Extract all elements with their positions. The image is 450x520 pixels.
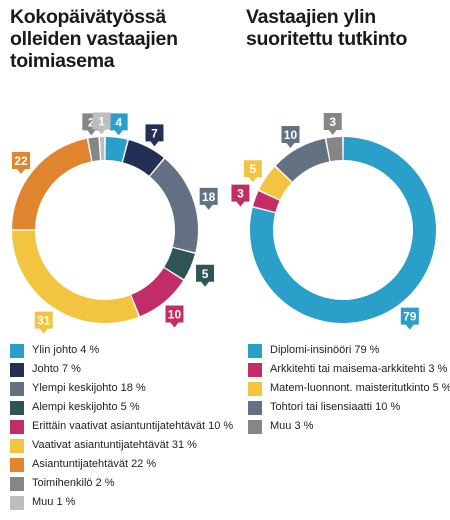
left-slice-8	[99, 137, 105, 161]
right-data-label-0: 79	[400, 307, 419, 330]
legend-swatch	[10, 362, 24, 377]
left-data-label-1: 7	[145, 124, 164, 147]
svg-text:7: 7	[151, 126, 158, 140]
legend-swatch	[248, 343, 262, 358]
left-legend-item-5: Vaativat asiantuntijatehtävät 31 %	[10, 436, 233, 455]
left-legend-item-4: Erittäin vaativat asiantuntijatehtävät 1…	[10, 417, 233, 436]
right-legend-item-0: Diplomi-insinööri 79 %	[248, 341, 450, 360]
legend-swatch	[10, 438, 24, 453]
legend-swatch	[248, 400, 262, 415]
svg-text:10: 10	[168, 307, 182, 321]
right-legend-item-2: Matem-luonnont. maisteritutkinto 5 %	[248, 379, 450, 398]
legend-label: Diplomi-insinööri 79 %	[270, 344, 380, 356]
legend-label: Ylempi keskijohto 18 %	[32, 382, 146, 394]
left-data-label-2: 18	[199, 187, 218, 210]
svg-text:3: 3	[329, 115, 336, 129]
left-legend-item-8: Muu 1 %	[10, 493, 233, 512]
legend-swatch	[10, 457, 24, 472]
legend-swatch	[10, 343, 24, 358]
left-data-label-4: 10	[165, 305, 184, 328]
right-slice-2	[259, 166, 292, 200]
legend-label: Tohtori tai lisensiaatti 10 %	[270, 401, 401, 413]
legend-right: Diplomi-insinööri 79 % Arkkitehti tai mai…	[248, 341, 450, 436]
left-data-label-5: 31	[34, 311, 53, 334]
legend-swatch	[248, 362, 262, 377]
left-slice-4	[131, 268, 184, 317]
left-slice-7	[88, 137, 100, 162]
right-data-label-4: 3	[323, 112, 342, 135]
legend-swatch	[10, 381, 24, 396]
left-data-label-3: 5	[196, 264, 215, 287]
left-slice-1	[122, 140, 164, 176]
left-slice-0	[105, 137, 128, 163]
svg-text:5: 5	[202, 267, 209, 281]
legend-label: Alempi keskijohto 5 %	[32, 401, 140, 413]
right-slice-3	[275, 138, 330, 182]
legend-left: Ylin johto 4 % Johto 7 % Ylempi keskijohto…	[10, 341, 233, 512]
legend-label: Muu 1 %	[32, 496, 76, 508]
right-legend-item-1: Arkkitehti tai maisema-arkkitehti 3 %	[248, 360, 450, 379]
right-slice-4	[326, 137, 343, 162]
left-legend-item-7: Toimihenkilö 2 %	[10, 474, 233, 493]
svg-text:10: 10	[284, 128, 298, 142]
legend-label: Vaativat asiantuntijatehtävät 31 %	[32, 439, 197, 451]
left-legend-item-0: Ylin johto 4 %	[10, 341, 233, 360]
legend-label: Matem-luonnont. maisteritutkinto 5 %	[270, 382, 450, 394]
left-slice-5	[12, 230, 139, 323]
left-legend-item-6: Asiantuntijatehtävät 22 %	[10, 455, 233, 474]
legend-swatch	[10, 400, 24, 415]
svg-text:31: 31	[37, 314, 51, 328]
legend-label: Ylin johto 4 %	[32, 344, 100, 356]
left-legend-item-1: Johto 7 %	[10, 360, 233, 379]
right-data-label-1: 3	[231, 184, 250, 207]
chart-title-left: Kokopäivätyössä olleiden vastaajien toim…	[10, 6, 178, 72]
svg-text:18: 18	[202, 190, 216, 204]
legend-label: Muu 3 %	[270, 420, 314, 432]
left-slice-3	[164, 247, 195, 280]
svg-text:2: 2	[88, 115, 95, 129]
svg-text:79: 79	[403, 310, 417, 324]
legend-label: Asiantuntijatehtävät 22 %	[32, 458, 157, 470]
left-legend-item-3: Alempi keskijohto 5 %	[10, 398, 233, 417]
right-slice-1	[253, 191, 280, 213]
legend-label: Erittäin vaativat asiantuntijatehtävät 1…	[32, 420, 234, 432]
right-legend-item-4: Muu 3 %	[248, 417, 450, 436]
right-data-label-2: 5	[243, 160, 262, 183]
svg-text:1: 1	[98, 115, 105, 129]
left-data-label-8: 1	[92, 112, 111, 135]
left-data-label-6: 22	[12, 152, 31, 175]
svg-text:5: 5	[250, 162, 257, 176]
legend-swatch	[248, 419, 262, 434]
chart-title-right: Vastaajien ylin suoritettu tutkinto	[246, 6, 408, 50]
right-data-label-3: 10	[281, 125, 300, 148]
left-data-label-0: 4	[109, 113, 128, 136]
left-legend-item-2: Ylempi keskijohto 18 %	[10, 379, 233, 398]
legend-swatch	[10, 495, 24, 510]
right-legend-item-3: Tohtori tai lisensiaatti 10 %	[248, 398, 450, 417]
svg-text:3: 3	[237, 187, 244, 201]
legend-label: Arkkitehti tai maisema-arkkitehti 3 %	[270, 363, 448, 375]
svg-text:22: 22	[14, 154, 28, 168]
legend-swatch	[10, 419, 24, 434]
left-slice-6	[12, 138, 92, 230]
legend-label: Johto 7 %	[32, 363, 81, 375]
left-slice-2	[150, 158, 198, 253]
legend-swatch	[10, 476, 24, 491]
svg-text:4: 4	[115, 115, 122, 129]
legend-label: Toimihenkilö 2 %	[32, 477, 115, 489]
legend-swatch	[248, 381, 262, 396]
